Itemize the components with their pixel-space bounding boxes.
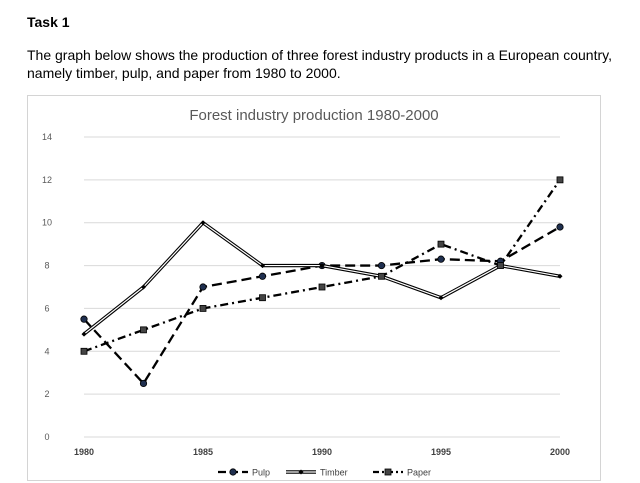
- pulp-point: [437, 255, 445, 263]
- paper-point: [497, 262, 504, 269]
- pulp-point: [139, 379, 148, 388]
- y-tick-label: 2: [44, 389, 49, 399]
- task-prompt: The graph below shows the production of …: [27, 47, 612, 81]
- timber-point: [319, 263, 325, 269]
- chart-title: Forest industry production 1980-2000: [189, 107, 438, 124]
- legend-paper-marker: [384, 468, 392, 476]
- y-tick-label: 12: [42, 175, 52, 185]
- paper-point: [259, 294, 266, 302]
- legend-timber-marker: [298, 469, 304, 475]
- timber-point: [557, 273, 563, 279]
- pulp-point: [80, 315, 88, 323]
- pulp-line: [83, 226, 561, 385]
- task-title: Task 1: [27, 14, 70, 30]
- pulp-point: [199, 283, 207, 291]
- x-tick-label: 1990: [312, 447, 332, 457]
- x-tick-label: 2000: [550, 447, 570, 457]
- timber-point: [260, 263, 265, 269]
- pulp-point: [556, 223, 564, 231]
- y-tick-label: 10: [42, 218, 52, 228]
- timber-point: [438, 295, 444, 301]
- timber-line-inner: [83, 222, 561, 335]
- legend-paper-label: Paper: [407, 468, 431, 478]
- paper-point: [140, 326, 147, 334]
- y-tick-label: 8: [44, 261, 49, 271]
- paper-point: [199, 305, 207, 312]
- timber-line: [82, 221, 561, 336]
- legend-timber-label: Timber: [320, 468, 348, 478]
- timber-point: [81, 331, 87, 337]
- pulp-point: [258, 272, 267, 280]
- y-tick-label: 0: [44, 432, 49, 442]
- pulp-point: [377, 261, 386, 270]
- timber-point: [200, 220, 206, 226]
- line-chart: Forest industry production 1980-2000 0 2 4…: [42, 107, 570, 478]
- paper-point: [80, 347, 88, 355]
- legend-pulp-marker: [229, 468, 237, 476]
- paper-point: [318, 283, 326, 291]
- paper-point: [378, 272, 385, 280]
- y-tick-label: 4: [44, 346, 49, 356]
- chart-frame: Forest industry production 1980-2000 0 2 4…: [27, 95, 601, 481]
- y-tick-label: 14: [42, 132, 52, 142]
- timber-point: [141, 284, 146, 290]
- y-tick-label: 6: [44, 303, 49, 313]
- x-tick-label: 1985: [193, 447, 213, 457]
- x-tick-label: 1980: [74, 447, 94, 457]
- paper-point: [556, 176, 564, 184]
- paper-point: [437, 240, 445, 248]
- x-tick-label: 1995: [431, 447, 451, 457]
- legend-pulp-label: Pulp: [252, 468, 270, 478]
